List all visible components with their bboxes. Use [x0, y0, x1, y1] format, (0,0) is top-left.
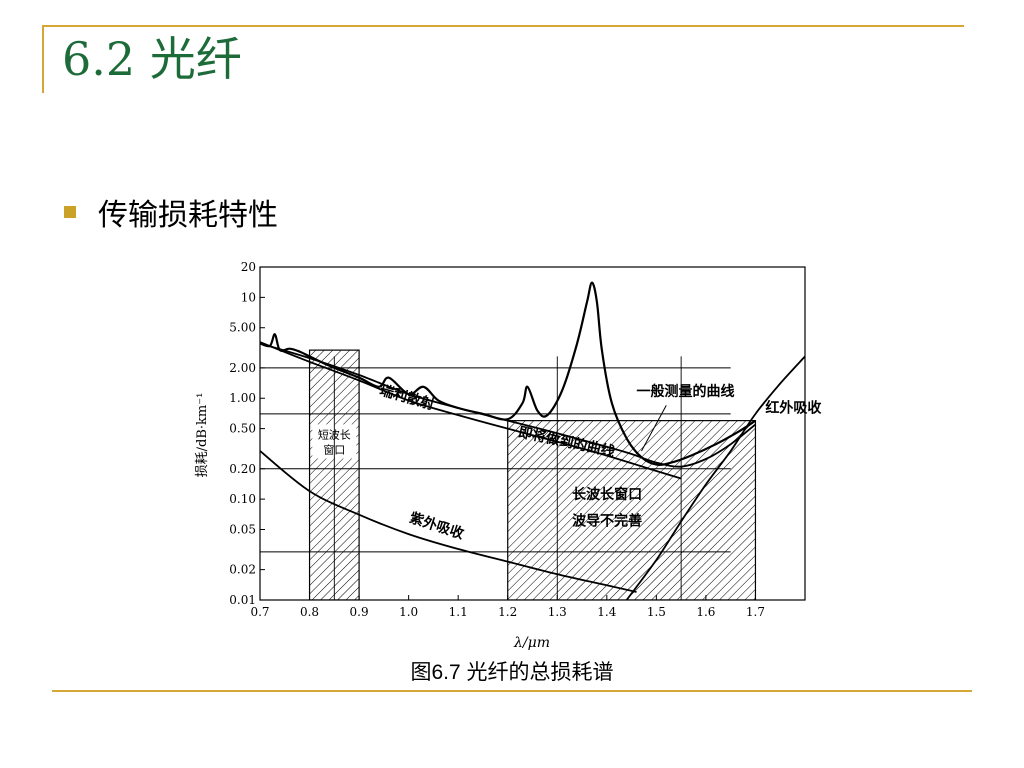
series-line-2 [260, 341, 682, 480]
y-tick-label-9: 0.02 [229, 563, 256, 577]
x-tick-label-9: 1.6 [696, 605, 715, 619]
x-tick-label-4: 1.1 [449, 605, 468, 619]
x-tick-label-2: 0.9 [350, 605, 369, 619]
loss-spectrum-chart: 短波长 窗口 0.7 0.8 0.9 1.0 1.1 1.2 1.3 1.4 1.5 1.6 1.7 2… [190, 255, 830, 665]
y-tick-label-2: 5.00 [229, 321, 256, 335]
x-tick-label-3: 1.0 [399, 605, 418, 619]
bullet-item: 传输损耗特性 [64, 190, 278, 234]
annotation-6: 紫外吸收 [407, 509, 466, 543]
y-tick-label-7: 0.10 [229, 492, 256, 506]
annotation-3: 红外吸收 [765, 400, 822, 417]
x-tick-label-1: 0.8 [300, 605, 319, 619]
y-tick-label-0: 20 [241, 260, 256, 274]
x-tick-label-6: 1.3 [548, 605, 567, 619]
annotation-5: 波导不完善 [572, 512, 642, 529]
region-1 [507, 420, 757, 600]
series-line-1 [260, 342, 757, 468]
x-tick-label-7: 1.4 [597, 605, 616, 619]
x-tick-label-8: 1.5 [647, 605, 666, 619]
annotation-4: 长波长窗口 [572, 486, 642, 503]
y-tick-label-4: 1.00 [229, 391, 256, 405]
y-tick-label-10: 0.01 [229, 593, 256, 607]
y-tick-label-6: 0.20 [229, 462, 256, 476]
x-tick-label-10: 1.7 [746, 605, 765, 619]
y-tick-label-3: 2.00 [229, 361, 256, 375]
bottom-accent-rule [52, 690, 972, 692]
top-accent-rule [42, 25, 964, 27]
bullet-text: 传输损耗特性 [98, 198, 278, 233]
x-tick-label-5: 1.2 [498, 605, 517, 619]
annotation-leader-line [641, 405, 667, 452]
annotation-0: 瑞利散射 [378, 382, 437, 414]
series-line-3 [260, 450, 637, 593]
y-tick-label-1: 10 [241, 290, 256, 304]
x-axis-label: λ/μm [513, 635, 550, 651]
x-tick-label-0: 0.7 [250, 605, 269, 619]
bullet-square-icon [64, 206, 76, 218]
side-accent-rule [42, 25, 44, 93]
y-tick-label-8: 0.05 [229, 522, 256, 536]
slide-title: 6.2 光纤 [62, 32, 242, 86]
figure-caption: 图6.7 光纤的总损耗谱 [410, 661, 614, 684]
y-tick-label-5: 0.50 [229, 422, 256, 436]
annotation-1: 一般测量的曲线 [637, 383, 735, 400]
y-axis-label: 损耗/dB·km⁻¹ [195, 393, 210, 478]
plot-frame [259, 266, 806, 601]
series-line-4 [625, 355, 805, 600]
